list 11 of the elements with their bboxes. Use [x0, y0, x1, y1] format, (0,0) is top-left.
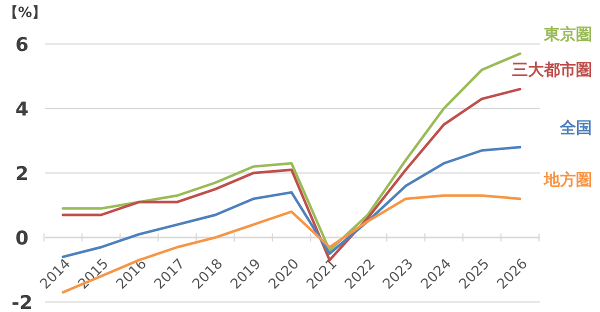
y-tick-label: 0: [15, 228, 29, 250]
y-tick-label: 2: [15, 163, 29, 185]
text: 全国: [559, 118, 592, 138]
y-tick-label: 4: [15, 98, 29, 120]
line-series: [62, 146, 522, 258]
series-label: 三大都市圏: [512, 60, 592, 80]
series-label: 地方圏: [543, 170, 592, 189]
y-tick-label: 6: [15, 34, 29, 56]
y-tick-label: -2: [11, 292, 33, 312]
series-label: 東京圏: [543, 24, 592, 44]
y-axis-title: 【%】: [4, 5, 46, 21]
